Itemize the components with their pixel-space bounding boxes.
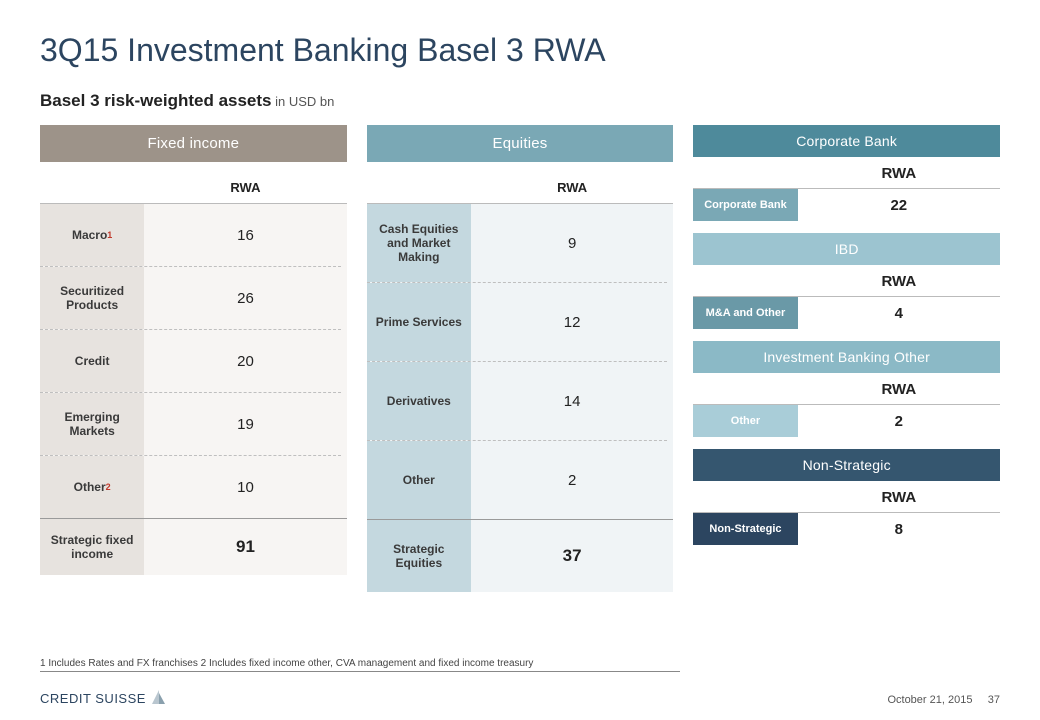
equities-table: RWA Cash Equities and Market Making9Prim…	[367, 162, 674, 592]
mini-panel-header: Non-Strategic	[693, 449, 1000, 481]
table-row: Derivatives14	[367, 362, 674, 440]
table-row: Credit20	[40, 330, 347, 392]
row-label: Securitized Products	[40, 267, 144, 329]
subtitle: Basel 3 risk-weighted assets in USD bn	[40, 91, 1000, 111]
right-panels: Corporate BankRWACorporate Bank22IBDRWAM…	[693, 125, 1000, 592]
page-title: 3Q15 Investment Banking Basel 3 RWA	[40, 32, 1000, 69]
row-value: 14	[471, 362, 673, 440]
mini-row-label: Corporate Bank	[693, 189, 797, 221]
mini-row-value: 4	[798, 297, 1000, 329]
footer-date: October 21, 2015	[887, 694, 972, 706]
row-value: 26	[144, 267, 346, 329]
mini-row: Non-Strategic8	[693, 513, 1000, 545]
table-row: Cash Equities and Market Making9	[367, 204, 674, 282]
mini-row: Corporate Bank22	[693, 189, 1000, 221]
total-row: Strategic fixed income91	[40, 519, 347, 575]
subtitle-unit: in USD bn	[272, 94, 335, 109]
row-label: Emerging Markets	[40, 393, 144, 455]
footer-right: October 21, 2015 37	[887, 694, 1000, 706]
footer-page: 37	[988, 694, 1000, 706]
mini-row-value: 2	[798, 405, 1000, 437]
mini-row-label: M&A and Other	[693, 297, 797, 329]
columns: Fixed income RWA Macro116Securitized Pro…	[40, 125, 1000, 592]
table-row: Emerging Markets19	[40, 393, 347, 455]
brand: CREDIT SUISSE	[40, 688, 168, 706]
mini-row-value: 8	[798, 513, 1000, 545]
table-row: Macro116	[40, 204, 347, 266]
row-label: Macro1	[40, 204, 144, 266]
footnote: 1 Includes Rates and FX franchises 2 Inc…	[40, 658, 680, 672]
mini-row: M&A and Other4	[693, 297, 1000, 329]
footer: CREDIT SUISSE October 21, 2015 37	[40, 688, 1000, 706]
total-label: Strategic fixed income	[40, 519, 144, 575]
row-label: Prime Services	[367, 283, 471, 361]
row-label: Other	[367, 441, 471, 519]
mini-col-header: RWA	[798, 157, 1000, 188]
equities-panel: Equities RWA Cash Equities and Market Ma…	[367, 125, 674, 592]
subtitle-bold: Basel 3 risk-weighted assets	[40, 91, 272, 110]
mini-row: Other2	[693, 405, 1000, 437]
brand-sail-icon	[150, 688, 168, 706]
row-value: 12	[471, 283, 673, 361]
total-value: 91	[144, 519, 346, 575]
mini-panel: Investment Banking OtherRWAOther2	[693, 341, 1000, 437]
footnote-ref: 2	[106, 482, 111, 492]
row-value: 2	[471, 441, 673, 519]
equities-header: Equities	[367, 125, 674, 162]
footnote-ref: 1	[107, 230, 112, 240]
table-row: Other2	[367, 441, 674, 519]
table-row: Securitized Products26	[40, 267, 347, 329]
mini-row-label: Non-Strategic	[693, 513, 797, 545]
row-value: 10	[144, 456, 346, 518]
row-value: 19	[144, 393, 346, 455]
brand-text: CREDIT SUISSE	[40, 691, 146, 706]
table-row: Prime Services12	[367, 283, 674, 361]
mini-col-header: RWA	[798, 373, 1000, 404]
mini-panel: Non-StrategicRWANon-Strategic8	[693, 449, 1000, 545]
total-row: Strategic Equities37	[367, 520, 674, 592]
mini-panel-header: Investment Banking Other	[693, 341, 1000, 373]
mini-row-label: Other	[693, 405, 797, 437]
fixed-income-header: Fixed income	[40, 125, 347, 162]
mini-col-header: RWA	[798, 265, 1000, 296]
total-label: Strategic Equities	[367, 520, 471, 592]
mini-col-header: RWA	[798, 481, 1000, 512]
row-label: Credit	[40, 330, 144, 392]
row-label: Other2	[40, 456, 144, 518]
row-label: Derivatives	[367, 362, 471, 440]
equities-col-header: RWA	[471, 162, 673, 203]
total-value: 37	[471, 520, 673, 592]
fixed-income-col-header: RWA	[144, 162, 346, 203]
mini-panel: Corporate BankRWACorporate Bank22	[693, 125, 1000, 221]
row-value: 20	[144, 330, 346, 392]
row-label: Cash Equities and Market Making	[367, 204, 471, 282]
fixed-income-table: RWA Macro116Securitized Products26Credit…	[40, 162, 347, 575]
mini-panel-header: IBD	[693, 233, 1000, 265]
fixed-income-panel: Fixed income RWA Macro116Securitized Pro…	[40, 125, 347, 592]
mini-row-value: 22	[798, 189, 1000, 221]
mini-panel: IBDRWAM&A and Other4	[693, 233, 1000, 329]
table-row: Other210	[40, 456, 347, 518]
mini-panel-header: Corporate Bank	[693, 125, 1000, 157]
row-value: 16	[144, 204, 346, 266]
row-value: 9	[471, 204, 673, 282]
